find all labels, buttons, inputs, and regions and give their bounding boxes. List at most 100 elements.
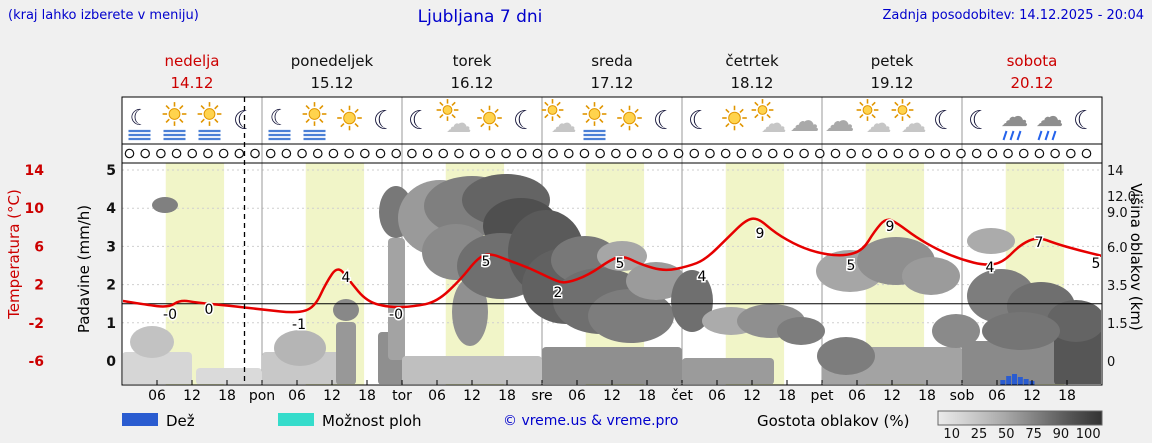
precip-axis-tick: 1 <box>106 316 116 332</box>
circle-symbol <box>218 148 229 159</box>
circle-symbol <box>673 148 684 159</box>
sun-ray <box>725 108 730 114</box>
cloud-cover-layer <box>123 174 1101 384</box>
sun-disc <box>203 108 216 120</box>
sun-ray <box>620 108 625 114</box>
circle-symbol <box>893 148 904 159</box>
sun-ray <box>871 113 876 119</box>
rain-bar <box>1017 377 1023 385</box>
day-header-ponedeljek: ponedeljek 15.12 <box>262 52 402 92</box>
moon-icon: ☾ <box>968 106 991 136</box>
cloud-blob <box>152 197 178 213</box>
cloud-blob <box>982 312 1060 350</box>
density-scale-label: 100 <box>1076 427 1101 442</box>
sun-ray <box>906 113 911 119</box>
cloud-rain-icon: ☁ <box>1001 100 1029 141</box>
temp-axis-tick: -6 <box>28 354 44 370</box>
cloud-blob <box>932 314 980 348</box>
cloud-glyph: ☁ <box>551 109 577 139</box>
circle-symbol <box>532 148 543 159</box>
sun-ray <box>319 118 324 123</box>
sun-ray <box>214 105 219 110</box>
moon-glyph: ☾ <box>968 106 991 136</box>
sun-fog-icon <box>197 102 222 141</box>
rain-drops <box>1051 130 1057 141</box>
sun-ray <box>556 113 561 119</box>
circle-symbol <box>203 148 213 159</box>
circle-symbol <box>297 148 307 159</box>
moon-glyph: ☾ <box>408 106 431 136</box>
x-axis-label: 12 <box>463 388 481 404</box>
sun-disc <box>588 108 601 120</box>
circle-symbol <box>391 148 402 159</box>
sun-ray <box>634 108 639 114</box>
sun-ray <box>200 118 205 123</box>
temperature-value-label: 5 <box>482 254 491 270</box>
cloud-blob <box>902 257 960 295</box>
sun-ray <box>305 105 310 110</box>
circle-symbol <box>783 148 794 159</box>
sun-disc <box>757 105 768 115</box>
sun-disc <box>547 105 558 115</box>
x-axis-label: 06 <box>428 388 446 404</box>
density-scale-label: 75 <box>1025 427 1042 442</box>
x-axis-label: 12 <box>743 388 761 404</box>
legend-showers-label: Možnost ploh <box>322 412 422 430</box>
cloud-sun-icon: ☁ <box>891 99 927 139</box>
density-scale-label: 50 <box>998 427 1015 442</box>
circle-symbol <box>140 148 150 159</box>
sun-ray <box>585 105 590 110</box>
circle-symbol <box>1066 148 1076 159</box>
density-scale-label: 25 <box>971 427 988 442</box>
cloud-blob <box>402 356 542 384</box>
rain-drops <box>1016 130 1022 141</box>
circle-symbol <box>658 148 668 159</box>
moon-glyph: ☾ <box>933 106 956 136</box>
precip-axis-tick: 5 <box>106 163 116 179</box>
x-axis-label: 06 <box>148 388 166 404</box>
cloud-glyph: ☁ <box>1001 100 1029 133</box>
circle-symbol <box>469 148 480 159</box>
circle-symbol <box>563 148 574 159</box>
daylight-band <box>725 163 785 385</box>
cloud-glyph: ☁ <box>446 109 472 139</box>
circle-symbol <box>501 148 511 159</box>
rain-bar <box>1000 380 1006 385</box>
sun-disc <box>862 105 873 115</box>
density-scale-label: 90 <box>1053 427 1070 442</box>
cloud-height-axis-tick: 9.0 <box>1107 206 1128 221</box>
sun-ray <box>494 108 499 114</box>
sun-fog-icon <box>162 102 187 141</box>
moon-fog-icon: ☾ <box>128 106 151 141</box>
circle-symbol <box>611 148 621 159</box>
circle-symbol <box>767 148 778 159</box>
sun-ray <box>620 122 625 128</box>
circle-symbol <box>312 148 323 159</box>
cloud-height-axis-tick: 1.5 <box>1107 317 1128 332</box>
cloud-glyph: ☁ <box>761 109 787 139</box>
x-axis-label: 12 <box>1023 388 1041 404</box>
day-header-torek: torek 16.12 <box>402 52 542 92</box>
circle-symbol <box>971 148 982 159</box>
circle-symbol <box>344 148 354 159</box>
moon-glyph: ☾ <box>688 106 711 136</box>
sun-ray <box>179 118 184 123</box>
moon-icon: ☾ <box>653 106 676 136</box>
sun-fog-icon <box>302 102 327 141</box>
day-date: 19.12 <box>870 74 914 92</box>
circle-symbol <box>987 148 998 159</box>
day-date: 18.12 <box>730 74 774 92</box>
sun-ray <box>179 105 184 110</box>
x-axis-label: 18 <box>358 388 376 404</box>
sun-ray <box>544 101 549 107</box>
cloud-sun-icon: ☁ <box>856 99 892 139</box>
copyright-link[interactable]: © vreme.us & vreme.pro <box>503 413 679 429</box>
temp-axis-tick: 10 <box>25 201 45 217</box>
cloud-height-axis-tick: 12.0 <box>1107 190 1136 205</box>
day-name: sreda <box>591 52 633 70</box>
circle-symbol <box>234 148 245 159</box>
rain-drops <box>1044 130 1050 141</box>
circle-symbol <box>281 148 292 159</box>
x-axis-label: 18 <box>218 388 236 404</box>
cloud-blob <box>123 352 192 384</box>
